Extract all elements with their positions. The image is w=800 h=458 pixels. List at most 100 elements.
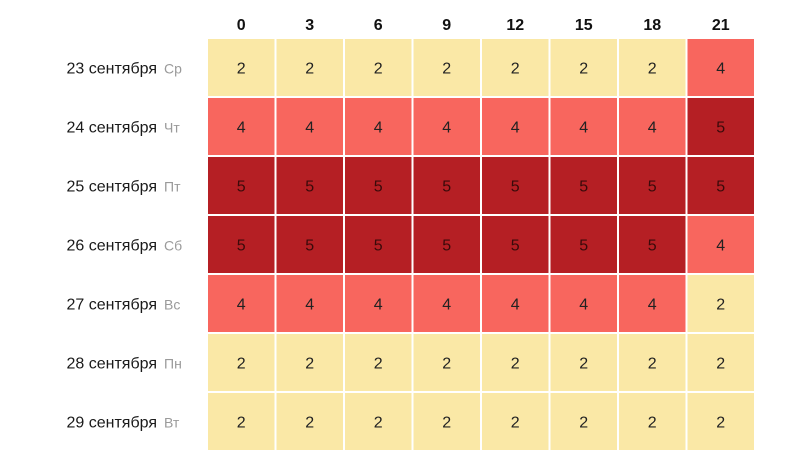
heatmap-cell-value: 5 (716, 120, 725, 137)
heatmap-cell (274, 391, 345, 452)
row-weekday-label: Пт (164, 179, 181, 195)
heatmap-cell (343, 214, 414, 275)
heatmap-cell-value: 4 (511, 120, 520, 137)
heatmap-cell (343, 155, 414, 216)
heatmap-cell-value: 2 (716, 356, 725, 373)
heatmap-cell (548, 155, 619, 216)
heatmap-cell (274, 37, 345, 98)
heatmap-cell-value: 5 (305, 238, 314, 255)
heatmap-cell-value: 4 (648, 297, 657, 314)
heatmap-cell-value: 4 (442, 297, 451, 314)
heatmap-cell-value: 2 (579, 61, 588, 78)
heatmap-cell-value: 5 (305, 179, 314, 196)
heatmap-cell (206, 37, 277, 98)
heatmap-cell (685, 332, 756, 393)
heatmap-cell-value: 4 (305, 120, 314, 137)
heatmap-cell (617, 155, 688, 216)
heatmap-cell-value: 2 (237, 61, 246, 78)
row-date-label: 26 сентября (66, 238, 157, 255)
column-label-6: 6 (374, 17, 383, 34)
heatmap-cell-value: 5 (511, 238, 520, 255)
heatmap-cell-value: 5 (579, 179, 588, 196)
heatmap-cell-value: 5 (442, 179, 451, 196)
heatmap-cell-value: 4 (716, 61, 725, 78)
heatmap-cell-value: 4 (716, 238, 725, 255)
row-weekday-label: Пн (164, 356, 182, 372)
heatmap-cell (480, 155, 551, 216)
column-label-18: 18 (643, 17, 661, 34)
heatmap-cell-value: 4 (305, 297, 314, 314)
heatmap-cell-value: 4 (579, 120, 588, 137)
heatmap-cell-value: 2 (579, 415, 588, 432)
heatmap-cell-value: 4 (237, 297, 246, 314)
heatmap-cell (411, 155, 482, 216)
heatmap-cell (480, 214, 551, 275)
heatmap-cell-value: 2 (716, 415, 725, 432)
row-date-label: 24 сентября (66, 120, 157, 137)
heatmap-cell-value: 2 (374, 356, 383, 373)
heatmap-cell-value: 2 (374, 61, 383, 78)
heatmap-cell (617, 391, 688, 452)
row-date-label: 27 сентября (66, 297, 157, 314)
heatmap-cell-value: 5 (237, 238, 246, 255)
heatmap-cell-value: 4 (579, 297, 588, 314)
row-weekday-label: Вт (164, 415, 180, 431)
heatmap-cell-value: 2 (442, 415, 451, 432)
heatmap-cell-value: 2 (305, 356, 314, 373)
heatmap-cell-value: 4 (442, 120, 451, 137)
heatmap-cell-value: 2 (305, 61, 314, 78)
heatmap-cell-value: 5 (648, 238, 657, 255)
heatmap-cell-value: 5 (374, 238, 383, 255)
heatmap-cell-value: 2 (648, 356, 657, 373)
heatmap-cell (685, 155, 756, 216)
heatmap-cell (480, 332, 551, 393)
heatmap-cell (617, 332, 688, 393)
heatmap-cell-value: 2 (442, 61, 451, 78)
heatmap-cell-value: 5 (374, 179, 383, 196)
heatmap-cell (548, 391, 619, 452)
heatmap-cell-value: 2 (648, 61, 657, 78)
row-date-label: 28 сентября (66, 356, 157, 373)
heatmap-cell-value: 4 (374, 297, 383, 314)
heatmap-cells: 2 2 2 2 2 2 2 4 4 4 4 4 4 4 4 5 5 5 5 5 5 5 5 5 5 5 5 5 5 5 5 4 4 4 4 4 4 4 4 2… (206, 37, 756, 452)
column-label-0: 0 (237, 17, 246, 34)
heatmap-cell (411, 96, 482, 157)
heatmap-cell-value: 4 (237, 120, 246, 137)
column-label-21: 21 (712, 17, 730, 34)
heatmap-cell (548, 37, 619, 98)
heatmap-cell-value: 4 (511, 297, 520, 314)
heatmap-cell-value: 2 (579, 356, 588, 373)
heatmap-cell-value: 5 (442, 238, 451, 255)
row-labels: 23 сентября Ср 24 сентября Чт 25 сентября Пт 2… (66, 61, 182, 432)
heatmap-cell-value: 2 (511, 356, 520, 373)
heatmap-cell (343, 391, 414, 452)
heatmap-cell-value: 2 (237, 415, 246, 432)
heatmap-cell (685, 391, 756, 452)
heatmap-cell (685, 96, 756, 157)
column-label-12: 12 (506, 17, 524, 34)
heatmap-cell (685, 37, 756, 98)
column-label-9: 9 (442, 17, 451, 34)
heatmap-cell (548, 96, 619, 157)
heatmap-cell-value: 5 (237, 179, 246, 196)
heatmap-cell-value: 4 (374, 120, 383, 137)
heatmap-cell-value: 2 (305, 415, 314, 432)
heatmap-cell-value: 2 (237, 356, 246, 373)
heatmap-cell (274, 332, 345, 393)
row-date-label: 23 сентября (66, 61, 157, 78)
heatmap-cell-value: 2 (374, 415, 383, 432)
heatmap-cell-value: 4 (648, 120, 657, 137)
row-weekday-label: Сб (164, 238, 182, 254)
heatmap-cell (274, 96, 345, 157)
heatmap-cell-value: 2 (442, 356, 451, 373)
heatmap-cell (480, 391, 551, 452)
heatmap-cell-value: 2 (716, 297, 725, 314)
heatmap-cell (411, 273, 482, 334)
heatmap-cell-value: 2 (511, 61, 520, 78)
heatmap-cell (206, 155, 277, 216)
heatmap-cell-value: 5 (579, 238, 588, 255)
heatmap-cell-value: 2 (648, 415, 657, 432)
heatmap-cell (548, 332, 619, 393)
column-labels: 0 3 6 9 12 15 18 21 (237, 17, 730, 34)
